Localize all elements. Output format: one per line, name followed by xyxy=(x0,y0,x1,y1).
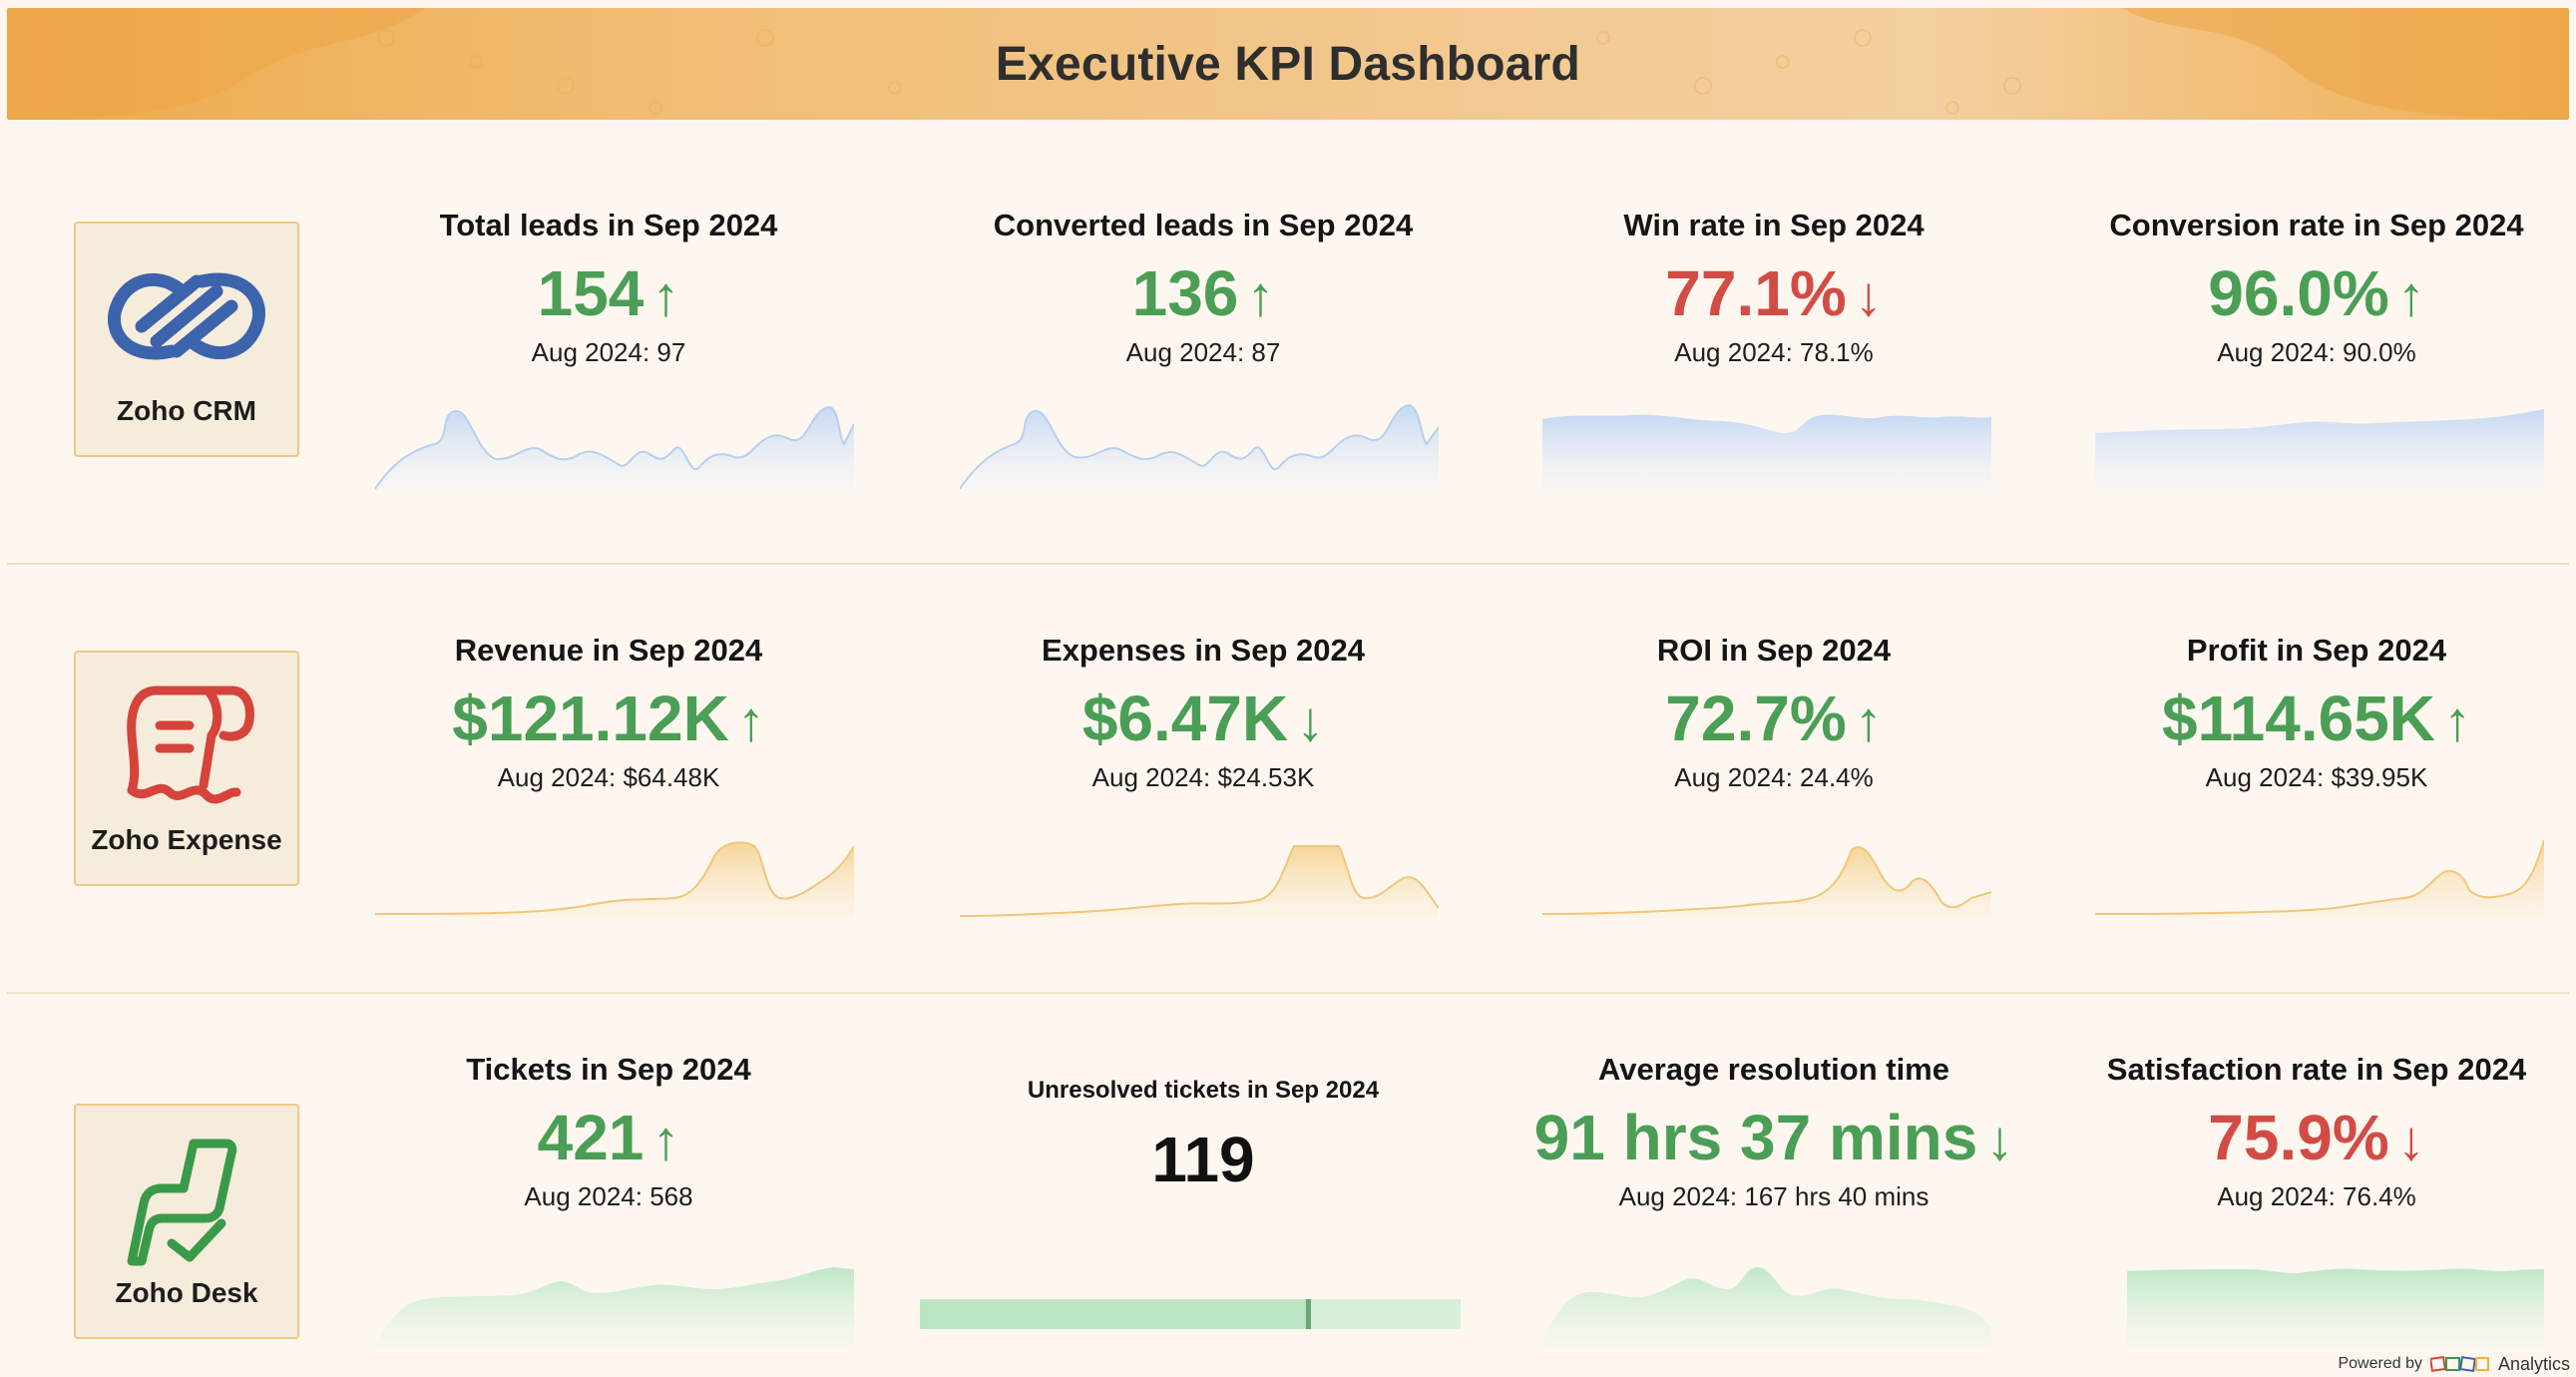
powered-by-label: Powered by xyxy=(2338,1355,2422,1372)
kpi-previous: Aug 2024: 568 xyxy=(524,1181,693,1211)
arrow-down-icon: ↓ xyxy=(1296,689,1325,752)
kpi-roi[interactable]: ROI in Sep 2024 72.7% ↑ Aug 2024: 24.4% xyxy=(1514,631,2033,794)
kpi-value: 119 xyxy=(1151,1124,1255,1195)
kpi-value: 421 ↑ xyxy=(537,1102,680,1173)
powered-by-footer[interactable]: Powered by Analytics xyxy=(2338,1351,2576,1377)
zoho-expense-icon xyxy=(76,681,297,820)
arrow-up-icon: ↑ xyxy=(651,264,680,327)
zoho-crm-icon xyxy=(76,251,297,391)
kpi-title: Win rate in Sep 2024 xyxy=(1623,208,1925,242)
kpi-value: $121.12K ↑ xyxy=(452,683,765,754)
arrow-down-icon: ↓ xyxy=(2396,1109,2425,1171)
kpi-previous: Aug 2024: 87 xyxy=(1125,337,1281,367)
zoho-logo-icon xyxy=(2429,1355,2489,1373)
analytics-brand-label: Analytics xyxy=(2497,1353,2570,1374)
kpi-value: $114.65K ↑ xyxy=(2161,683,2472,754)
kpi-previous: Aug 2024: $24.53K xyxy=(1091,762,1315,792)
kpi-previous: Aug 2024: 76.4% xyxy=(2217,1181,2416,1211)
kpi-previous: Aug 2024: 167 hrs 40 mins xyxy=(1618,1181,1930,1211)
kpi-satisfaction-rate[interactable]: Satisfaction rate in Sep 2024 75.9% ↓ Aug… xyxy=(2057,1050,2576,1213)
kpi-tickets[interactable]: Tickets in Sep 2024 421 ↑ Aug 2024: 568 xyxy=(349,1050,868,1213)
kpi-title: Converted leads in Sep 2024 xyxy=(993,208,1414,242)
arrow-up-icon: ↑ xyxy=(2396,264,2425,327)
kpi-total-leads[interactable]: Total leads in Sep 2024 154 ↑ Aug 2024: 9… xyxy=(349,206,868,369)
sparkline-satisfaction-rate xyxy=(2127,1268,2544,1347)
kpi-value: 72.7% ↑ xyxy=(1665,683,1883,754)
kpi-previous: Aug 2024: $39.95K xyxy=(2205,762,2428,792)
logo-label: Zoho Expense xyxy=(91,824,282,855)
zoho-desk-logo-card: Zoho Desk xyxy=(74,1104,299,1339)
kpi-title: Tickets in Sep 2024 xyxy=(466,1052,751,1087)
arrow-up-icon: ↑ xyxy=(2443,689,2472,752)
sparkline-conversion-rate xyxy=(2095,409,2544,491)
kpi-title: Expenses in Sep 2024 xyxy=(1042,633,1365,668)
logo-label: Zoho Desk xyxy=(115,1277,258,1308)
kpi-value: 96.0% ↑ xyxy=(2208,257,2425,329)
kpi-value: $6.47K ↓ xyxy=(1081,683,1325,754)
sparkline-roi xyxy=(1542,846,1991,918)
header-banner: Executive KPI Dashboard xyxy=(7,8,2569,120)
kpi-value: 154 ↑ xyxy=(537,257,680,329)
kpi-conversion-rate[interactable]: Conversion rate in Sep 2024 96.0% ↑ Aug 2… xyxy=(2057,206,2576,369)
zoho-desk-icon xyxy=(76,1134,297,1273)
kpi-title: Revenue in Sep 2024 xyxy=(454,633,763,668)
zoho-expense-logo-card: Zoho Expense xyxy=(74,651,299,886)
kpi-unresolved-tickets[interactable]: Unresolved tickets in Sep 2024 119 xyxy=(944,1074,1463,1201)
sparkline-tickets xyxy=(375,1267,854,1347)
sparkline-converted-leads xyxy=(960,403,1439,491)
kpi-previous: Aug 2024: 90.0% xyxy=(2217,337,2416,367)
kpi-previous: Aug 2024: 97 xyxy=(531,337,686,367)
kpi-previous: Aug 2024: 78.1% xyxy=(1674,337,1874,367)
kpi-title: Profit in Sep 2024 xyxy=(2186,633,2447,668)
kpi-value: 75.9% ↓ xyxy=(2208,1102,2425,1173)
banner-background-decoration xyxy=(7,8,2569,120)
arrow-up-icon: ↑ xyxy=(1246,264,1275,327)
sparkline-expenses xyxy=(960,845,1439,918)
kpi-previous: Aug 2024: $64.48K xyxy=(497,762,720,792)
kpi-title: Conversion rate in Sep 2024 xyxy=(2109,208,2524,242)
sparkline-revenue xyxy=(375,841,854,918)
kpi-title: Average resolution time xyxy=(1597,1052,1949,1087)
kpi-revenue[interactable]: Revenue in Sep 2024 $121.12K ↑ Aug 2024: … xyxy=(349,631,868,794)
arrow-down-icon: ↓ xyxy=(1854,264,1883,327)
kpi-title: Total leads in Sep 2024 xyxy=(439,208,778,242)
logo-label: Zoho CRM xyxy=(117,395,256,426)
kpi-title: Unresolved tickets in Sep 2024 xyxy=(1027,1077,1380,1104)
kpi-title: ROI in Sep 2024 xyxy=(1656,633,1892,668)
kpi-value: 91 hrs 37 mins ↓ xyxy=(1533,1102,2014,1173)
arrow-up-icon: ↑ xyxy=(1854,689,1883,752)
sparkline-average-resolution-time xyxy=(1542,1267,1991,1347)
kpi-converted-leads[interactable]: Converted leads in Sep 2024 136 ↑ Aug 202… xyxy=(944,206,1463,369)
progress-marker xyxy=(1306,1299,1312,1329)
kpi-title: Satisfaction rate in Sep 2024 xyxy=(2106,1052,2527,1087)
row-divider xyxy=(7,992,2569,994)
arrow-up-icon: ↑ xyxy=(651,1109,680,1171)
zoho-crm-logo-card: Zoho CRM xyxy=(74,222,299,457)
arrow-up-icon: ↑ xyxy=(736,689,765,752)
sparkline-win-rate xyxy=(1542,414,1991,491)
kpi-value: 136 ↑ xyxy=(1131,257,1275,329)
kpi-value: 77.1% ↓ xyxy=(1665,257,1883,329)
arrow-down-icon: ↓ xyxy=(1985,1109,2014,1171)
unresolved-tickets-progress-track xyxy=(920,1299,1461,1329)
sparkline-total-leads xyxy=(375,405,854,491)
row-divider xyxy=(7,563,2569,565)
kpi-previous: Aug 2024: 24.4% xyxy=(1674,762,1874,792)
page-title: Executive KPI Dashboard xyxy=(995,37,1581,91)
kpi-average-resolution-time[interactable]: Average resolution time 91 hrs 37 mins ↓ … xyxy=(1514,1050,2033,1213)
unresolved-tickets-progress-fill xyxy=(920,1299,1310,1329)
kpi-win-rate[interactable]: Win rate in Sep 2024 77.1% ↓ Aug 2024: 78… xyxy=(1514,206,2033,369)
sparkline-profit xyxy=(2095,839,2544,918)
kpi-profit[interactable]: Profit in Sep 2024 $114.65K ↑ Aug 2024: $… xyxy=(2057,631,2576,794)
kpi-expenses[interactable]: Expenses in Sep 2024 $6.47K ↓ Aug 2024: $… xyxy=(944,631,1463,794)
